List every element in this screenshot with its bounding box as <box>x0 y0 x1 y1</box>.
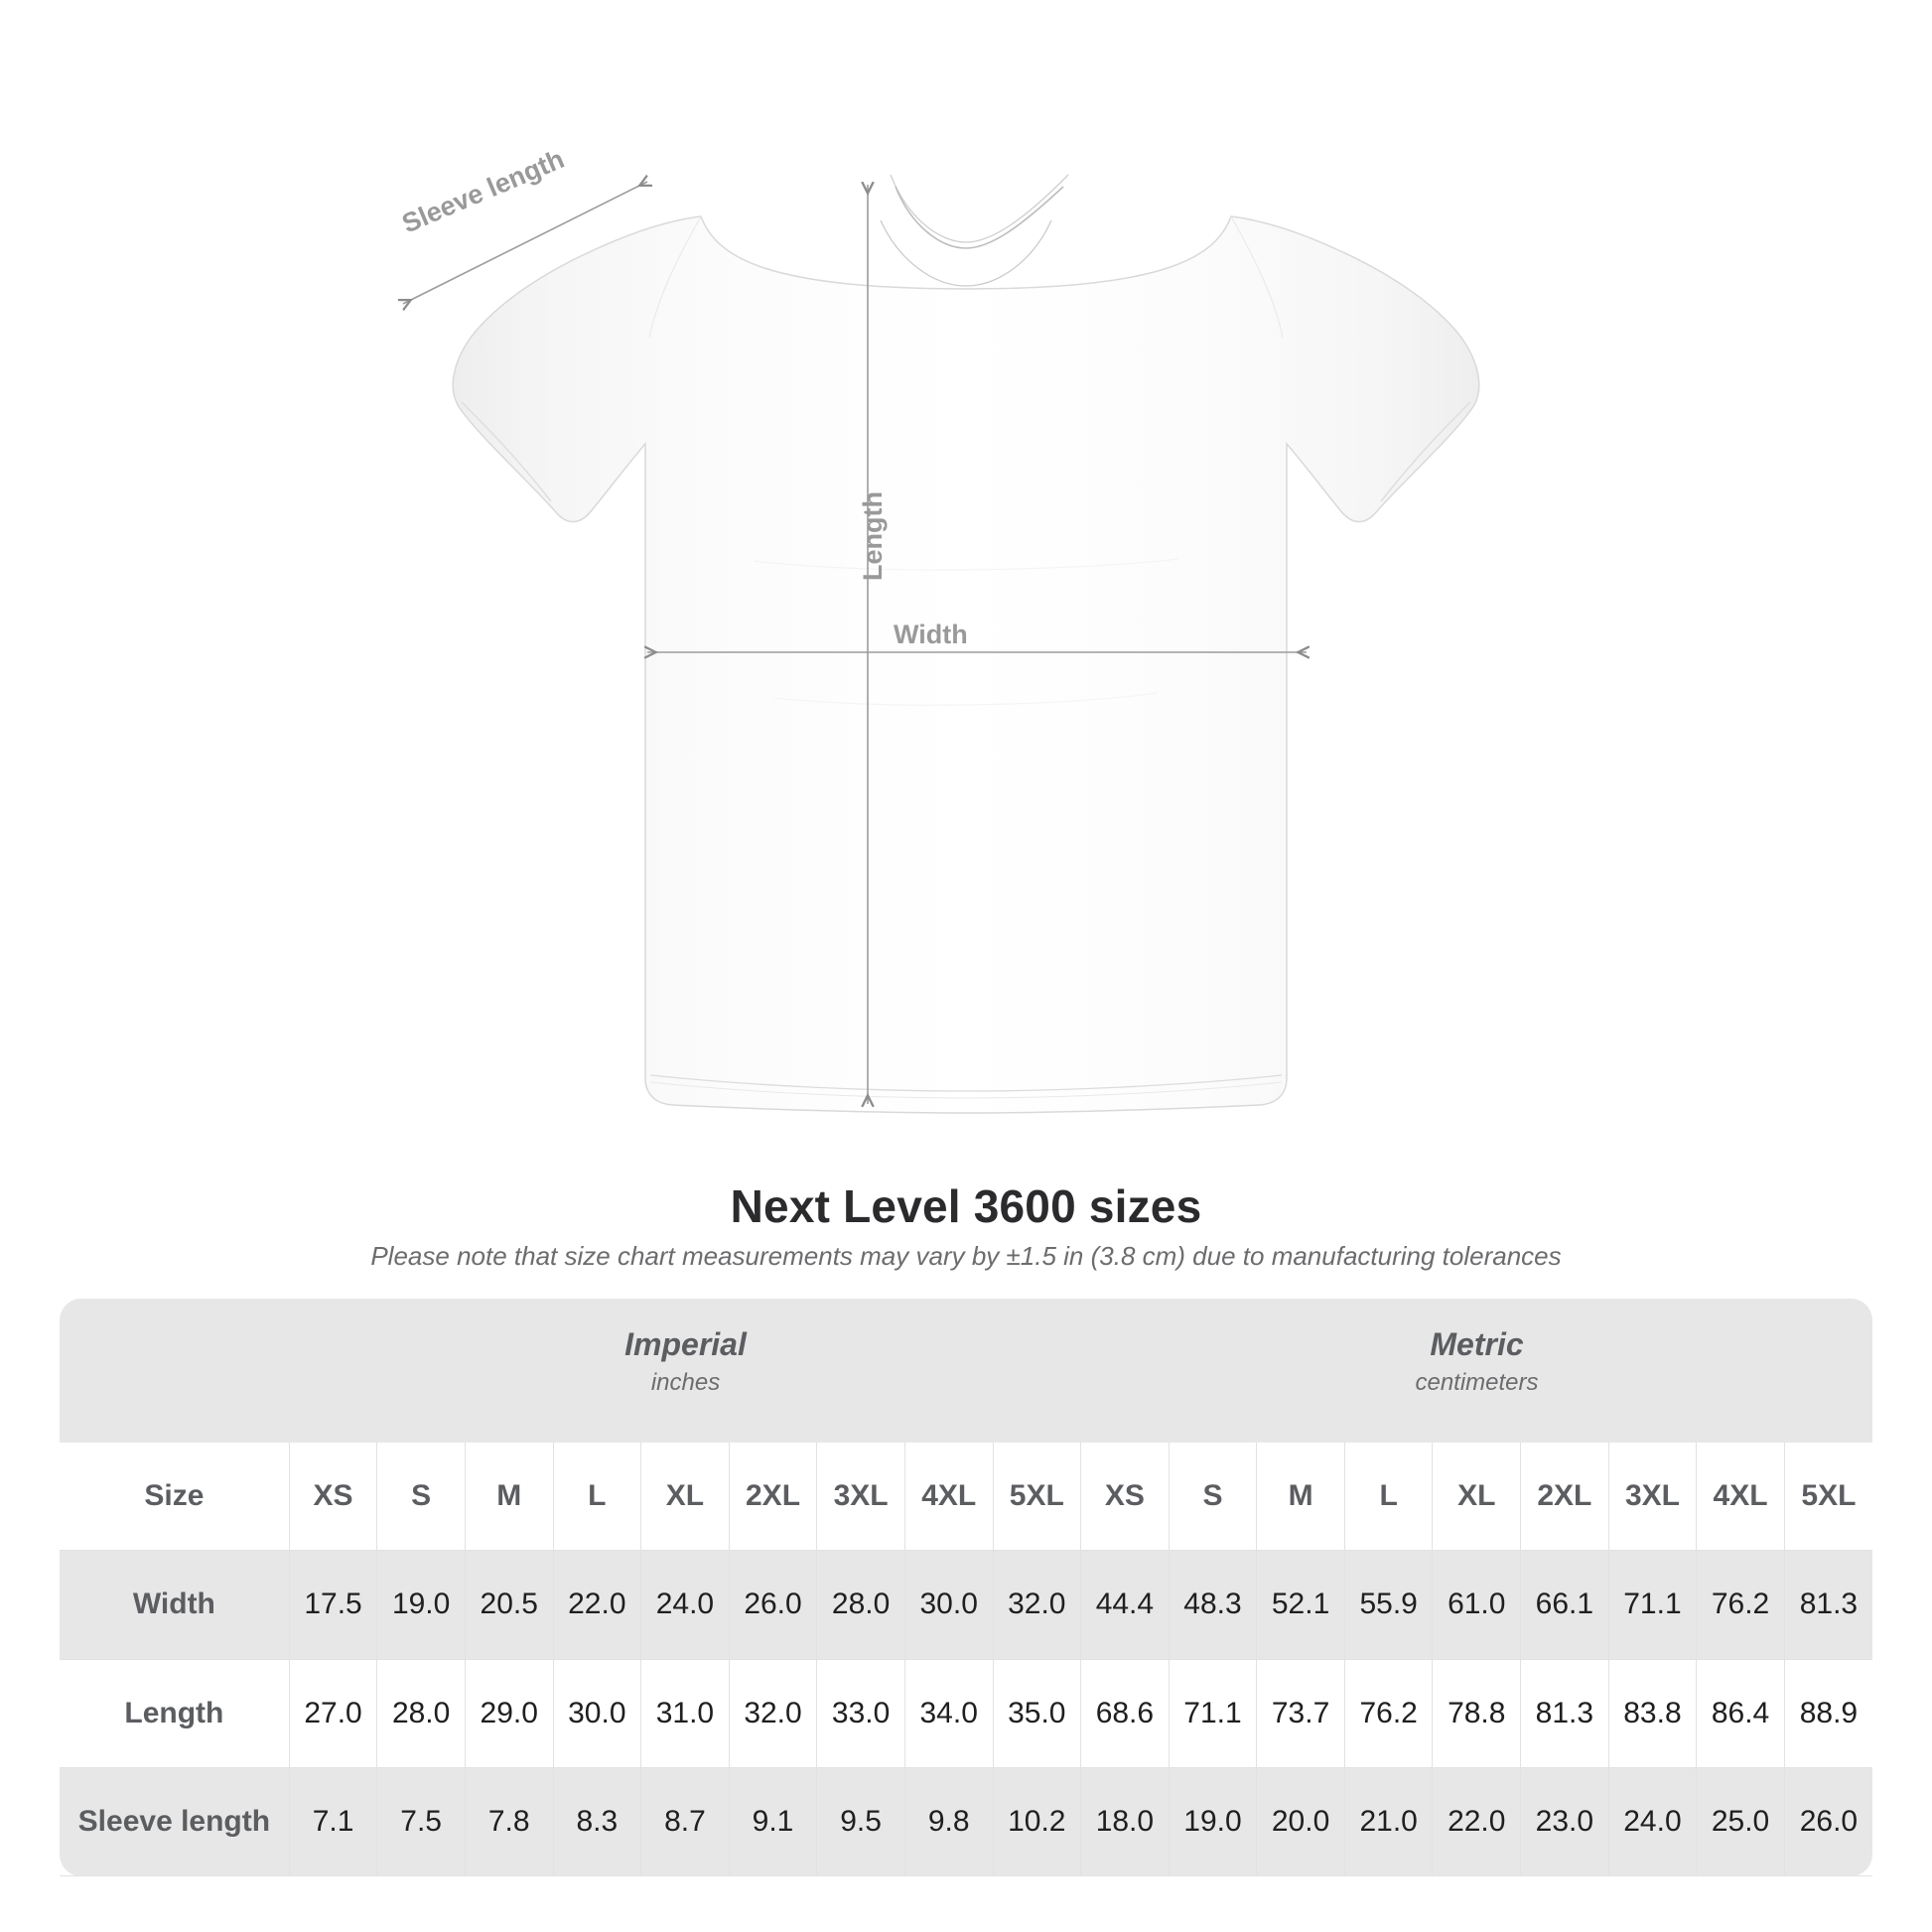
svg-text:Length: Length <box>858 491 888 581</box>
svg-text:Width: Width <box>894 620 968 649</box>
svg-text:Sleeve length: Sleeve length <box>398 144 569 239</box>
